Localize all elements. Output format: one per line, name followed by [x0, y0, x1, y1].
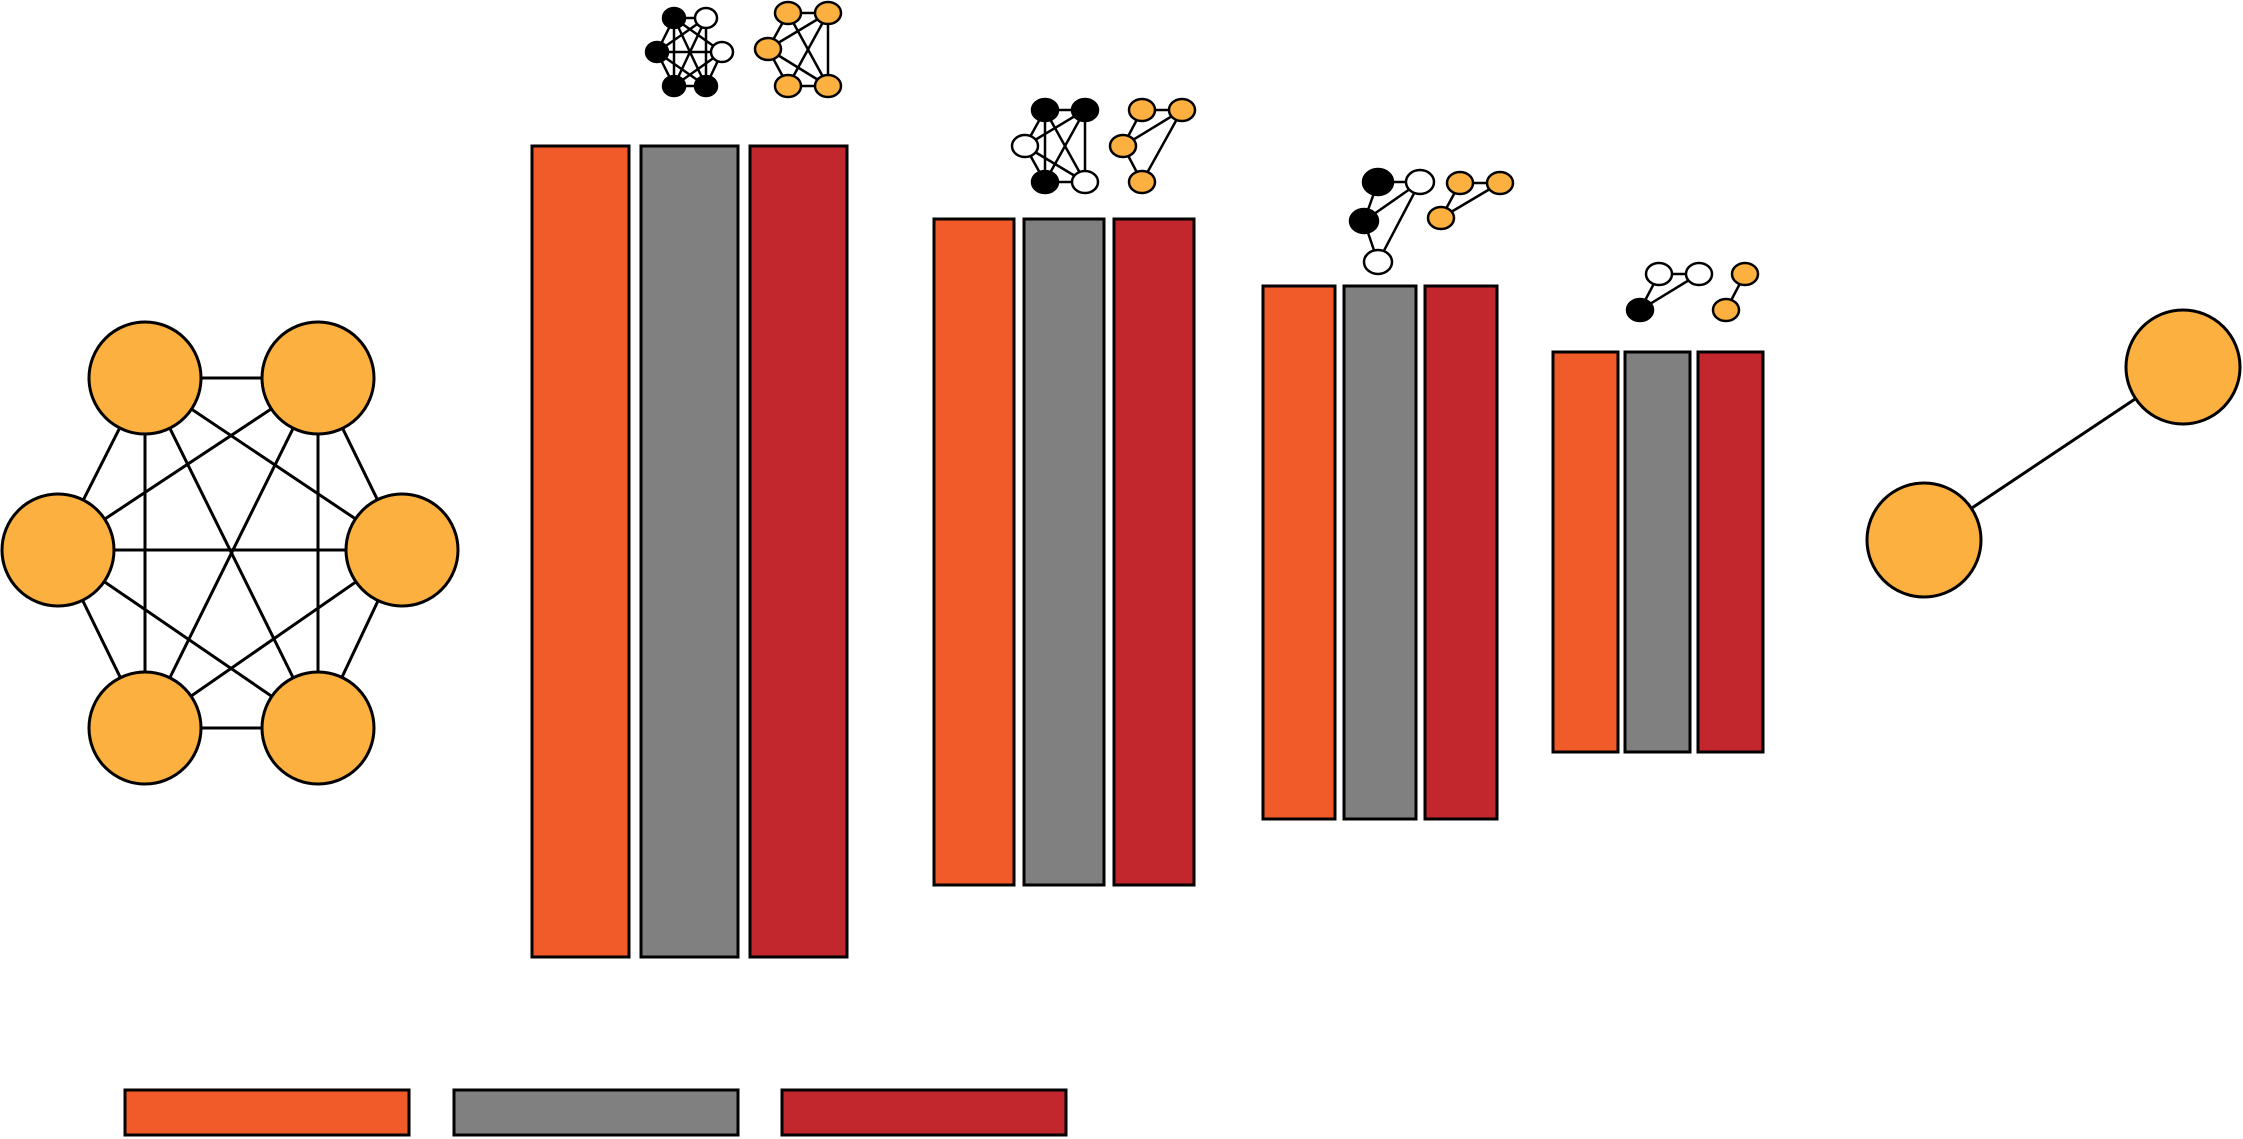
input-node	[344, 492, 460, 608]
layer-4-mini-graph-bw	[1625, 261, 1714, 323]
input-node	[260, 320, 376, 436]
layer-4-gray-bar	[1623, 350, 1692, 754]
layer-4-orange-bar	[1551, 350, 1620, 754]
output-node	[1865, 481, 1983, 599]
layer-1-red-bar	[748, 144, 849, 959]
output-node	[2124, 308, 2242, 426]
layer-2	[932, 97, 1197, 887]
legend	[123, 1088, 1068, 1137]
layer-3-mini-graph-orange	[1426, 170, 1515, 231]
input-node	[87, 320, 203, 436]
legend-swatch-gray	[452, 1088, 740, 1137]
layer-3-mini-graph-bw	[1348, 167, 1436, 276]
input-node	[0, 492, 116, 608]
layer-1-mini-graph-orange	[753, 0, 843, 99]
layer-2-gray-bar	[1022, 217, 1106, 887]
layer-3-orange-bar	[1261, 284, 1337, 821]
layer-3	[1261, 167, 1515, 821]
legend-swatch-orange	[123, 1088, 411, 1137]
layer-1-orange-bar	[530, 144, 631, 959]
input-graph	[0, 320, 460, 786]
layer-2-mini-graph-orange	[1108, 97, 1197, 195]
layer-3-gray-bar	[1342, 284, 1418, 821]
layer-1-gray-bar	[639, 144, 740, 959]
input-node	[260, 670, 376, 786]
input-node	[87, 670, 203, 786]
layer-2-red-bar	[1112, 217, 1196, 887]
legend-swatch-red	[780, 1088, 1068, 1137]
layer-4-red-bar	[1696, 350, 1765, 754]
layer-2-orange-bar	[932, 217, 1016, 887]
layer-4-mini-graph-orange	[1711, 261, 1760, 323]
output-graph	[1865, 308, 2242, 599]
layer-3-red-bar	[1423, 284, 1499, 821]
layer-1-mini-graph-bw	[644, 6, 735, 98]
layer-4	[1551, 261, 1765, 754]
layer-2-mini-graph-bw	[1010, 97, 1100, 195]
layer-1	[530, 0, 849, 959]
